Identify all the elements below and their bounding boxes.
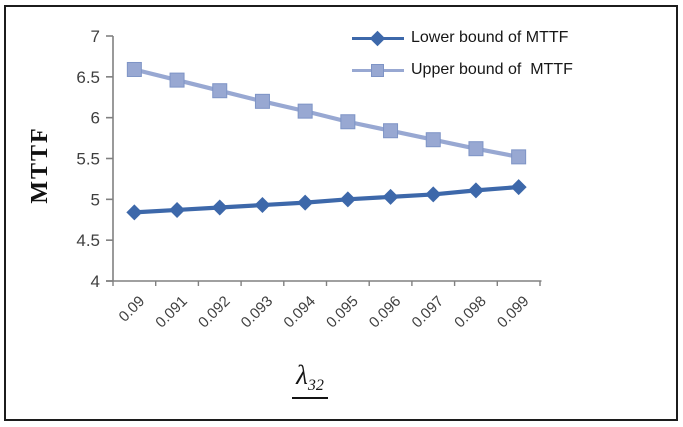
diamond-marker-icon [339,191,356,208]
square-marker-icon [425,132,441,148]
square-marker-icon [254,93,270,109]
square-marker-icon [126,61,142,77]
legend-item-upper-bound: Upper bound of MTTF [352,54,573,86]
x-axis-title-text: λ32 [292,360,328,399]
diamond-marker-icon [369,30,386,46]
y-tick-label: 4.5 [76,231,100,250]
y-tick-label: 4 [91,272,100,291]
y-tick-label: 5.5 [76,150,100,169]
square-marker-icon [212,83,228,99]
square-marker-icon [468,141,484,157]
square-marker-icon [383,123,399,139]
square-marker-icon [169,72,185,88]
diamond-marker-icon [211,199,228,216]
legend: Lower bound of MTTF Upper bound of MTTF [352,22,573,86]
upper-bound-line-sample [352,61,404,79]
x-tick-label: 0.097 [409,293,448,332]
x-tick-label: 0.095 [323,293,362,332]
lambda-symbol: λ [296,360,308,390]
y-axis-title: MTTF [27,126,53,204]
y-tick-label: 6.5 [76,68,100,87]
diamond-marker-icon [425,186,442,203]
legend-item-lower-bound: Lower bound of MTTF [352,22,573,54]
x-tick-label: 0.099 [494,293,533,332]
lower-bound-line [134,184,519,215]
legend-label-upper-bound: Upper bound of MTTF [411,61,573,78]
lambda-subscript: 32 [307,377,324,394]
diamond-marker-icon [126,204,143,221]
square-marker-icon [371,63,384,77]
y-tick-label: 5 [91,190,100,209]
diamond-marker-icon [467,182,484,199]
square-marker-icon [511,149,527,165]
figure-border [4,5,678,421]
square-marker-icon [297,103,313,119]
x-tick-label: 0.096 [366,293,405,332]
x-axis-title: λ32 [270,360,350,399]
x-tick-label: 0.094 [280,293,319,332]
diamond-marker-icon [297,194,314,211]
x-tick-label: 0.093 [238,293,277,332]
legend-label-lower-bound: Lower bound of MTTF [411,29,569,46]
diamond-marker-icon [254,197,271,214]
x-tick-label: 0.09 [116,293,149,326]
x-tick-label: 0.092 [195,293,234,332]
y-tick-label: 6 [91,109,100,128]
diamond-marker-icon [510,179,527,196]
upper-bound-line [133,67,520,159]
x-tick-label: 0.091 [152,293,191,332]
diamond-marker-icon [169,201,186,218]
x-tick-label: 0.098 [451,293,490,332]
lower-bound-line-sample [352,29,404,47]
y-tick-label: 7 [91,27,100,46]
square-marker-icon [340,114,356,130]
diamond-marker-icon [382,188,399,205]
